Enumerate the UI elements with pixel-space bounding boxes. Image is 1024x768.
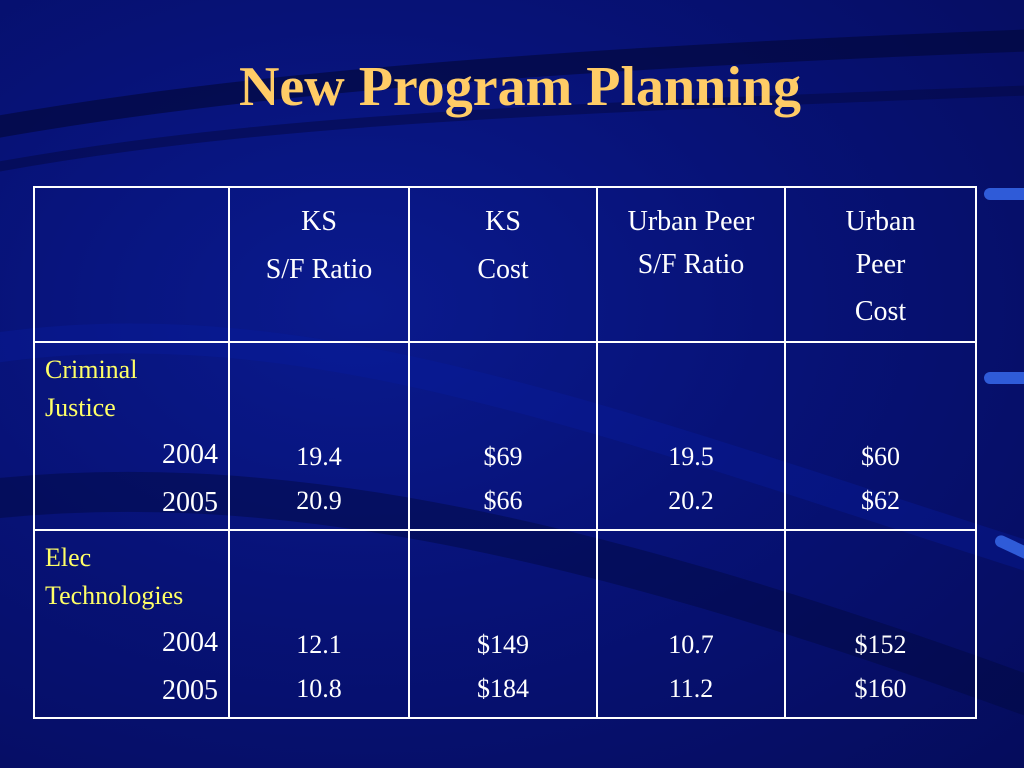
year-label: 2004 [162, 439, 218, 470]
urban-peer-cost-cell: $152 $160 [784, 529, 977, 719]
slide-title: New Program Planning [238, 56, 802, 118]
ks-sf-ratio-cell: 12.1 10.8 [228, 529, 410, 719]
value: 10.8 [296, 674, 342, 703]
value: $152 [854, 630, 907, 659]
header-empty-cell [33, 186, 230, 343]
accent-dash [984, 188, 1024, 200]
header-ks-cost: KS Cost [408, 186, 598, 343]
program-label: Criminal Justice [45, 355, 138, 422]
table-row: Elec Technologies 2004 2005 12.1 10.8 $1… [33, 529, 977, 719]
value: 20.2 [668, 486, 714, 515]
value: $60 [861, 442, 900, 471]
program-label: Elec Technologies [45, 543, 184, 610]
value: $184 [477, 674, 529, 703]
header-urban-peer-cost: Urban Peer Cost [784, 186, 977, 343]
program-cell: Elec Technologies 2004 2005 [33, 529, 230, 719]
ks-cost-cell: $149 $184 [408, 529, 598, 719]
header-urban-peer-sf-ratio: Urban Peer S/F Ratio [596, 186, 786, 343]
year-label: 2004 [162, 627, 218, 658]
value: 19.4 [296, 442, 342, 471]
value: $149 [477, 630, 529, 659]
urban-peer-sf-ratio-cell: 10.7 11.2 [596, 529, 786, 719]
accent-dash [984, 372, 1024, 384]
value: 20.9 [296, 486, 342, 515]
ks-cost-cell: $69 $66 [408, 341, 598, 531]
value: $62 [861, 486, 900, 515]
accent-dash [993, 533, 1024, 559]
value: $69 [483, 442, 523, 471]
ks-sf-ratio-cell: 19.4 20.9 [228, 341, 410, 531]
value: 11.2 [668, 674, 714, 703]
program-cell: Criminal Justice 2004 2005 [33, 341, 230, 531]
urban-peer-cost-cell: $60 $62 [784, 341, 977, 531]
header-ks-sf-ratio: KS S/F Ratio [228, 186, 410, 343]
value: 12.1 [296, 630, 342, 659]
urban-peer-sf-ratio-cell: 19.5 20.2 [596, 341, 786, 531]
year-label: 2005 [162, 487, 218, 518]
table-row: Criminal Justice 2004 2005 19.4 20.9 $69… [33, 341, 977, 531]
value: 19.5 [668, 442, 714, 471]
value: $66 [483, 486, 523, 515]
value: 10.7 [668, 630, 714, 659]
year-label: 2005 [162, 675, 218, 706]
data-table: KS S/F Ratio KS Cost Urban Peer S/F Rati… [33, 186, 977, 719]
table-header-row: KS S/F Ratio KS Cost Urban Peer S/F Rati… [33, 186, 977, 343]
value: $160 [854, 674, 907, 703]
